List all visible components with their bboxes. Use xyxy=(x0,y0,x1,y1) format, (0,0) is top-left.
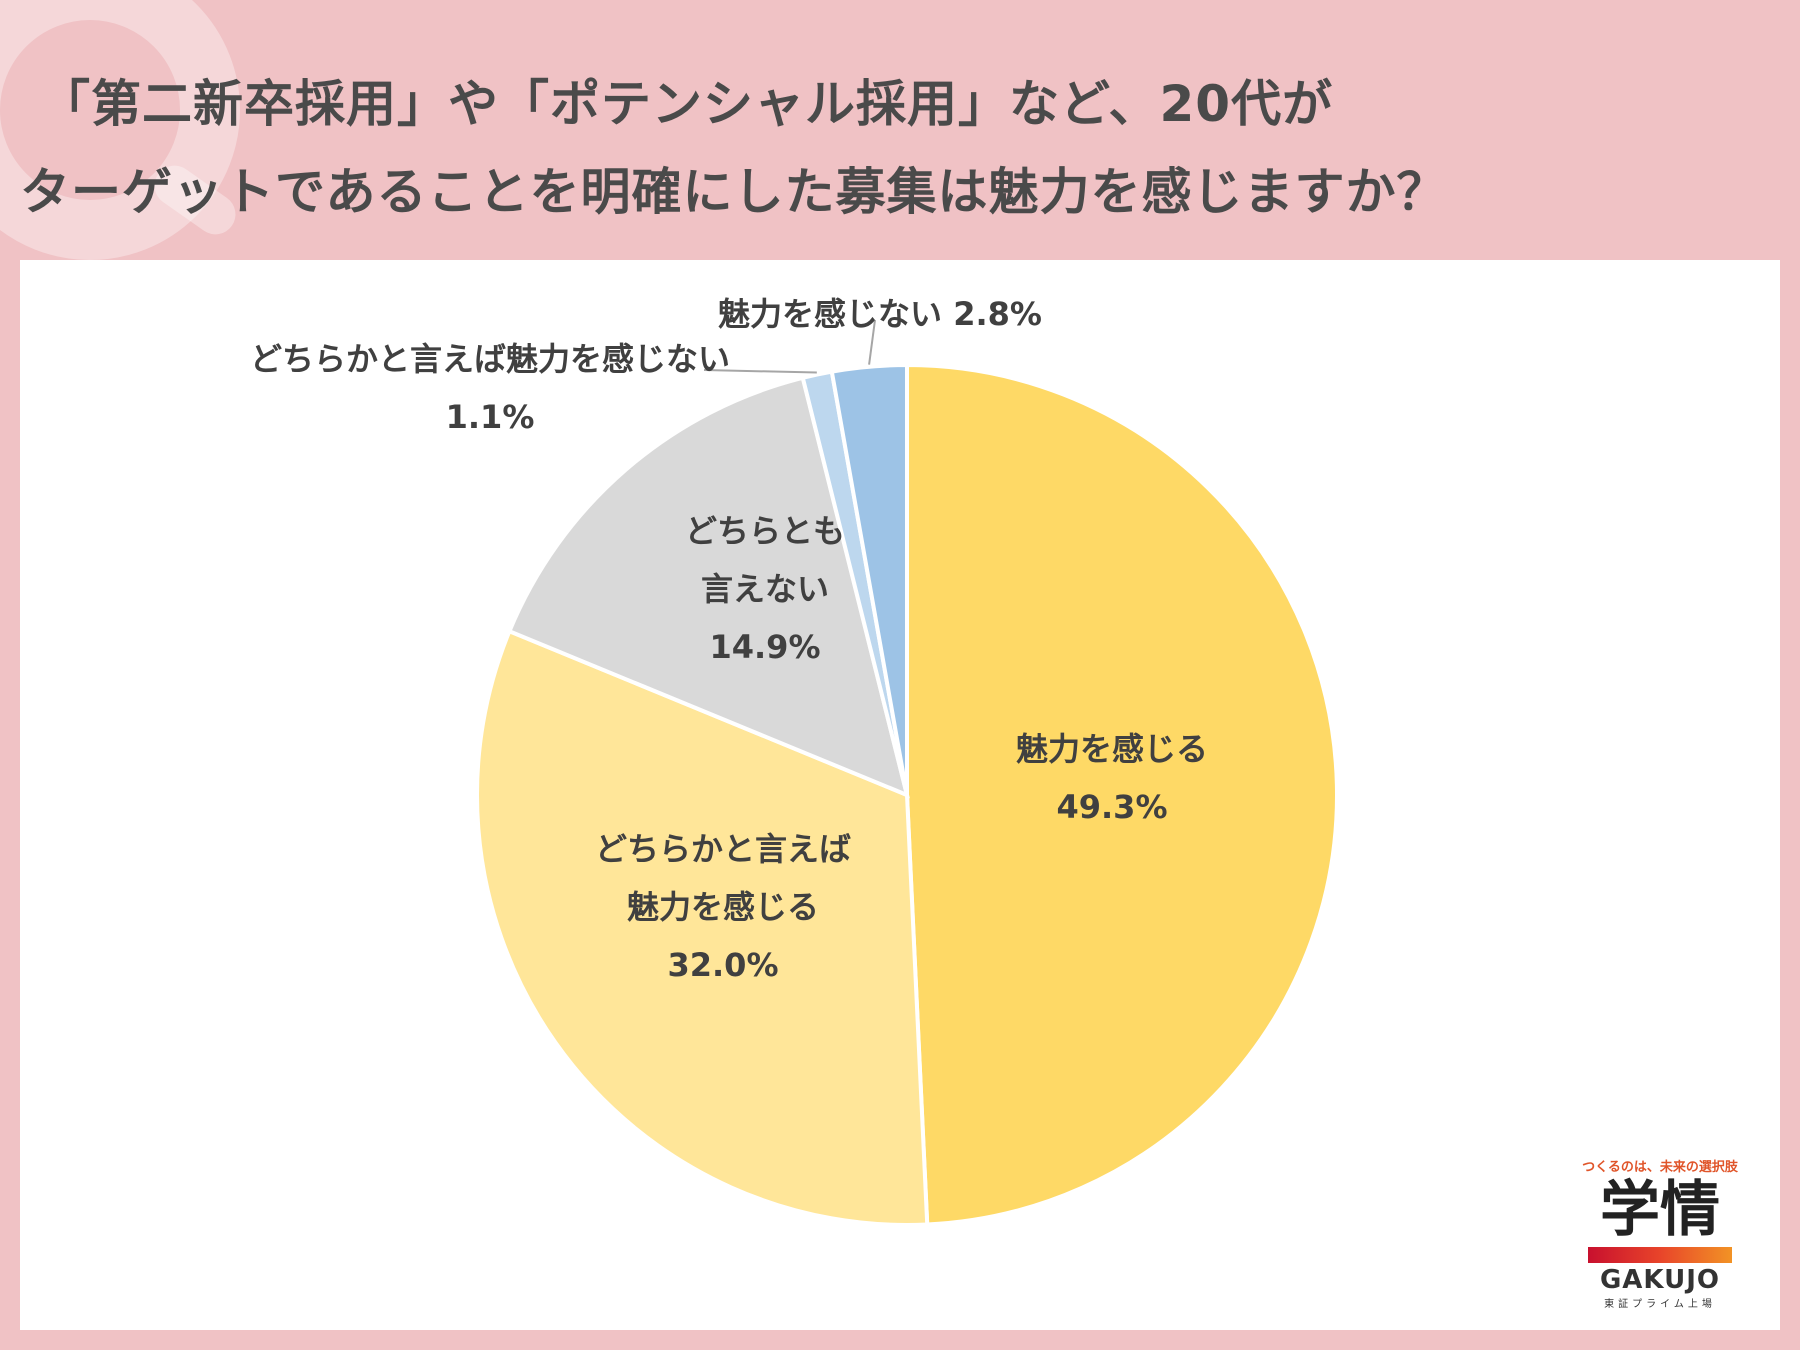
slice-label-3-line-1: どちらとも xyxy=(685,512,845,550)
pie-slice-5 xyxy=(829,362,909,796)
pie-slice-2 xyxy=(475,628,930,1227)
question-line-2: ターゲットであることを明確にした募集は魅力を感じますか？ xyxy=(20,163,1448,221)
slice-label-2-line-3: 32.0% xyxy=(667,946,778,984)
leader-line-4 xyxy=(703,369,817,374)
pie-chart: 魅力を感じる49.3%どちらかと言えば魅力を感じる32.0%どちらとも言えない1… xyxy=(250,295,1339,1227)
logo-name: GAKUJO xyxy=(1599,1265,1721,1295)
slice-label-2-line-2: 魅力を感じる xyxy=(627,888,819,926)
logo-sub: 東証プライム上場 xyxy=(1604,1299,1716,1310)
logo-bar xyxy=(1588,1247,1732,1263)
question-title: 「第二新卒採用」や「ポテンシャル採用」など、20代が ターゲットであることを明確… xyxy=(20,60,1780,236)
slice-label-4-line-2: 1.1% xyxy=(446,398,535,436)
slice-label-3-line-3: 14.9% xyxy=(709,628,820,666)
logo-tagline: つくるのは、未来の選択肢 xyxy=(1582,1160,1738,1175)
leader-line-5 xyxy=(868,319,876,365)
chart-card: 魅力を感じる 49.3% どちらかと言えば 魅力を感じる 32.0% どちらとも 言えない 1… xyxy=(20,260,1780,1330)
pie-slice-1 xyxy=(905,362,1339,1227)
slice-label-1-line-2: 49.3% xyxy=(1056,788,1167,826)
slice-label-3-line-2: 言えない xyxy=(701,570,829,608)
logo-mark: 学情 xyxy=(1600,1175,1720,1245)
slice-label-4-line-1: どちらかと言えば魅力を感じない xyxy=(250,340,730,378)
slice-label-1-line-1: 魅力を感じる xyxy=(1016,730,1208,768)
slice-label-2-line-1: どちらかと言えば xyxy=(595,830,851,868)
question-line-1: 「第二新卒採用」や「ポテンシャル採用」など、20代が xyxy=(40,75,1334,133)
gakujo-logo: つくるのは、未来の選択肢 学情 GAKUJO 東証プライム上場 xyxy=(1570,1156,1750,1310)
pie-slice-3 xyxy=(506,375,910,799)
slice-label-5-line-1: 魅力を感じない 2.8% xyxy=(718,295,1042,333)
